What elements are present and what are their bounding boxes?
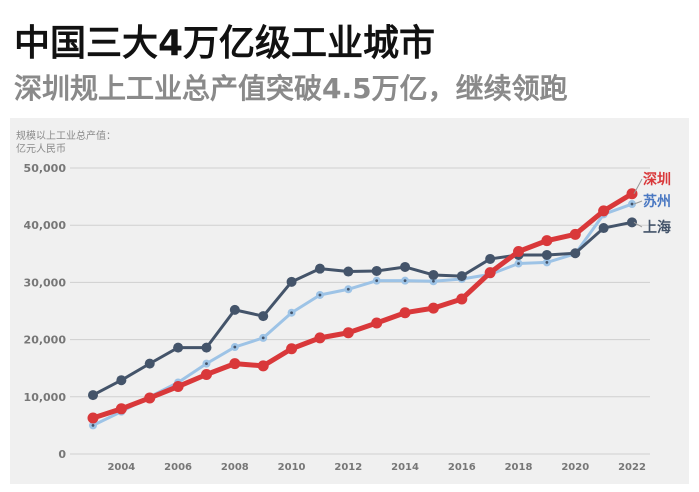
data-point: [229, 304, 240, 315]
data-point: [314, 332, 326, 344]
data-point: [371, 317, 383, 329]
data-point: [229, 358, 241, 370]
data-point: [286, 276, 297, 287]
data-point: [258, 311, 269, 322]
y-axis-label-line1: 规模以上工业总产值：: [16, 129, 116, 142]
data-point: [144, 358, 155, 369]
x-tick-label: 2012: [334, 462, 362, 473]
series-line: [91, 220, 634, 397]
data-point-center: [233, 345, 237, 349]
data-point: [428, 269, 439, 280]
data-point: [570, 248, 581, 259]
y-tick-label: 40,000: [24, 219, 67, 232]
series-line: [91, 202, 634, 427]
data-point-center: [630, 202, 634, 206]
leader-line: [633, 221, 643, 228]
y-tick-label: 50,000: [24, 162, 67, 175]
series-label-深圳: 深圳: [643, 171, 671, 188]
data-point: [427, 302, 439, 314]
series-上海: [88, 217, 637, 401]
series-label-苏州: 苏州: [643, 193, 671, 210]
data-point-center: [375, 279, 379, 283]
data-point: [286, 343, 298, 355]
data-point: [541, 249, 552, 260]
data-point: [627, 217, 637, 228]
data-point: [399, 307, 411, 319]
data-point: [484, 267, 496, 279]
data-point: [598, 205, 610, 217]
x-tick-label: 2010: [278, 462, 306, 473]
x-tick-label: 2016: [448, 462, 476, 473]
data-point: [400, 261, 411, 272]
y-tick-label: 0: [58, 448, 66, 461]
data-point: [314, 263, 325, 274]
data-point: [485, 253, 496, 264]
data-point: [88, 390, 98, 401]
data-point: [116, 375, 127, 386]
data-point-center: [205, 362, 208, 366]
series-苏州: [89, 200, 636, 430]
x-tick-label: 2004: [107, 462, 135, 473]
leader-line: [633, 200, 643, 205]
data-point: [201, 342, 212, 353]
data-point-center: [261, 336, 265, 340]
data-point: [173, 342, 184, 353]
data-point: [513, 246, 525, 258]
x-tick-label: 2018: [505, 462, 533, 473]
data-point: [456, 271, 467, 282]
leader-line: [633, 178, 643, 194]
data-point: [371, 265, 382, 276]
y-axis-label-line2: 亿元人民币: [16, 142, 66, 155]
data-point-center: [318, 293, 322, 297]
x-tick-label: 2020: [561, 462, 589, 473]
data-point: [626, 188, 638, 200]
data-point-center: [403, 279, 407, 283]
data-point: [343, 266, 354, 277]
y-tick-label: 30,000: [24, 276, 67, 289]
y-tick-label: 10,000: [24, 391, 67, 404]
data-point: [172, 381, 184, 393]
data-point: [87, 412, 99, 424]
data-point: [115, 403, 127, 415]
x-tick-label: 2022: [618, 462, 646, 473]
y-tick-label: 20,000: [24, 334, 67, 347]
data-point-center: [91, 424, 95, 427]
x-tick-label: 2008: [221, 462, 249, 473]
data-point: [257, 360, 269, 372]
data-point-center: [346, 287, 350, 291]
x-tick-label: 2014: [391, 462, 419, 473]
chart-panel: [10, 118, 689, 484]
chart-subtitle: 深圳规上工业总产值突破4.5万亿，继续领跑: [14, 72, 568, 105]
data-point: [541, 235, 553, 247]
series-label-上海: 上海: [643, 219, 671, 236]
chart-title: 中国三大4万亿级工业城市: [14, 23, 436, 64]
data-point: [144, 392, 156, 404]
data-point: [200, 368, 212, 380]
data-point-center: [517, 262, 520, 265]
data-point-center: [545, 260, 549, 264]
data-point: [569, 228, 581, 240]
data-point: [598, 223, 609, 234]
data-point-center: [432, 279, 435, 283]
data-point-center: [290, 311, 293, 315]
series-深圳: [87, 188, 638, 424]
x-tick-label: 2006: [164, 462, 192, 473]
data-point: [342, 327, 354, 339]
data-point: [456, 293, 468, 305]
